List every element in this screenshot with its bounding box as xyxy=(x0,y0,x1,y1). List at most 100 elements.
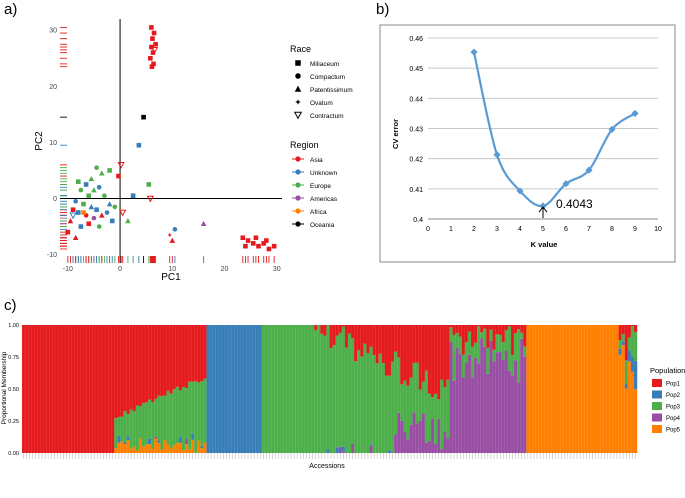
structure-accession-bar xyxy=(526,325,530,453)
structure-bar-segment xyxy=(203,325,207,379)
cv-error-line-chart: 0.4 0.41 0.42 0.43 0.44 0.45 0.46 0 1 2 3 4 5 6 7 8 9 10… xyxy=(379,24,676,263)
structure-y-axis-label: Proportional Membership xyxy=(1,351,8,424)
structure-bar-segment xyxy=(126,325,130,415)
structure-bar-segment xyxy=(347,333,352,453)
structure-accession-bar xyxy=(221,325,226,453)
structure-stacked-bar-chart: 0.00 0.25 0.50 0.75 1.00 Accessions Proporti… xyxy=(1,323,685,470)
structure-bar-segment xyxy=(212,325,216,453)
structure-accession-bar xyxy=(237,325,241,453)
pca-point xyxy=(83,182,89,187)
structure-bar-segment xyxy=(532,325,536,453)
structure-accession-bar xyxy=(273,325,278,453)
structure-bar-segment xyxy=(184,388,189,439)
structure-bar-segment xyxy=(375,325,379,364)
structure-accession-bar xyxy=(120,325,124,453)
structure-bar-segment xyxy=(461,354,465,378)
cv-y-tick-label: 0.45 xyxy=(409,66,423,73)
pca-x-tick-label: 10 xyxy=(168,266,176,273)
region-legend-dot-icon xyxy=(295,208,301,214)
structure-bar-segment xyxy=(154,438,158,453)
structure-accession-bar xyxy=(43,325,47,453)
structure-bar-segment xyxy=(172,325,176,390)
structure-bar-segment xyxy=(123,411,127,443)
race-legend-label: Contractum xyxy=(310,113,344,120)
structure-bar-segment xyxy=(160,325,164,397)
pca-point xyxy=(96,184,102,190)
structure-bar-segment xyxy=(37,325,41,453)
structure-accession-bar xyxy=(317,325,321,453)
structure-bar-segment xyxy=(443,387,447,432)
structure-bar-segment xyxy=(347,325,352,334)
structure-accession-bar xyxy=(396,325,401,453)
structure-bar-segment xyxy=(154,325,158,399)
cv-x-axis-label: K value xyxy=(531,240,558,249)
structure-accession-bar xyxy=(320,325,324,453)
structure-bar-segment xyxy=(621,334,625,342)
structure-accession-bar xyxy=(599,325,604,453)
structure-accession-bar xyxy=(270,325,275,453)
structure-bar-segment xyxy=(381,363,386,453)
structure-accession-bar xyxy=(353,325,358,453)
structure-y-tick-label: 0.00 xyxy=(8,451,19,457)
structure-bar-segment xyxy=(323,335,327,453)
structure-bar-segment xyxy=(474,342,478,358)
structure-bar-segment xyxy=(455,347,459,453)
structure-bar-segment xyxy=(151,402,155,450)
structure-bar-segment xyxy=(326,325,330,450)
structure-accession-bar xyxy=(633,325,638,453)
structure-accession-bar xyxy=(569,325,573,453)
structure-bar-segment xyxy=(624,383,628,389)
structure-bar-segment xyxy=(437,418,441,453)
structure-bar-segment xyxy=(600,325,604,453)
structure-bar-segment xyxy=(129,325,133,410)
cv-minimum-annotation: 0.4043 xyxy=(538,197,593,219)
structure-bar-segment xyxy=(467,325,472,332)
structure-bar-segment xyxy=(163,439,167,453)
structure-accession-bar xyxy=(298,325,303,453)
structure-bar-segment xyxy=(517,325,521,330)
structure-bar-segment xyxy=(31,325,35,453)
structure-accession-bar xyxy=(476,325,481,453)
structure-bar-segment xyxy=(492,349,496,362)
structure-bar-segment xyxy=(28,325,32,453)
structure-bar-segment xyxy=(526,325,530,453)
pca-y-tick-label: 20 xyxy=(49,84,57,91)
structure-bar-segment xyxy=(514,360,518,453)
pca-y-tick-label: 10 xyxy=(49,140,57,147)
structure-bar-segment xyxy=(354,325,358,362)
region-legend-label: Unknown xyxy=(310,170,337,177)
population-legend-label: Pop2 xyxy=(666,393,681,399)
pca-point xyxy=(102,193,107,198)
structure-accession-bar xyxy=(547,325,552,453)
structure-bar-segment xyxy=(606,325,610,453)
structure-accession-bar xyxy=(335,325,339,453)
structure-accession-bar xyxy=(304,325,309,453)
race-legend-label: Ovatum xyxy=(310,100,333,107)
region-legend-dot-icon xyxy=(295,169,301,175)
structure-accession-bar xyxy=(169,325,173,453)
structure-bar-segment xyxy=(123,444,127,453)
structure-bar-segment xyxy=(394,434,398,453)
structure-bar-segment xyxy=(458,325,462,337)
structure-bar-segment xyxy=(197,440,201,453)
structure-bar-segment xyxy=(492,325,496,350)
structure-bar-segment xyxy=(590,325,595,453)
structure-accession-bar xyxy=(307,325,312,453)
structure-bar-segment xyxy=(477,363,481,453)
structure-bar-segment xyxy=(553,325,558,453)
structure-accession-bar xyxy=(538,325,542,453)
race-legend: Race Miliaceum Compactum Patentissimum Ovat… xyxy=(290,44,353,120)
structure-bar-segment xyxy=(578,325,582,453)
structure-bar-segment xyxy=(547,325,552,453)
region-legend-title: Region xyxy=(290,140,319,150)
structure-bar-segment xyxy=(40,325,44,453)
structure-bar-segment xyxy=(105,325,109,453)
structure-bar-segment xyxy=(424,442,429,453)
structure-bar-segment xyxy=(449,327,453,343)
structure-accession-bar xyxy=(166,325,170,453)
structure-accession-bar xyxy=(449,325,453,453)
region-legend-dot-icon xyxy=(295,156,301,162)
cv-y-tick-label: 0.46 xyxy=(409,36,423,43)
structure-bar-segment xyxy=(194,381,198,453)
structure-bar-segment xyxy=(514,325,518,334)
